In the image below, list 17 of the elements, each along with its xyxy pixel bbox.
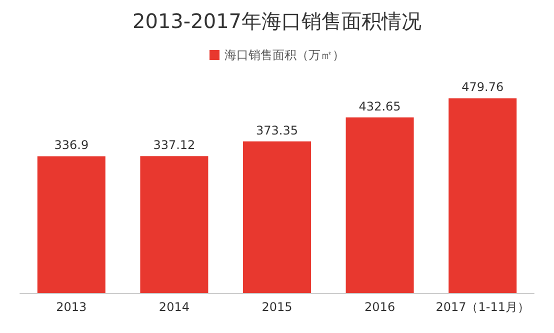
x-tick-label: 2016 [364, 300, 396, 314]
bar [448, 98, 517, 293]
x-tick-label: 2014 [158, 300, 190, 314]
bar [140, 156, 208, 293]
chart-title: 2013-2017年海口销售面积情况 [132, 9, 422, 33]
x-tick-label: 2017（1-11月） [436, 300, 530, 314]
bar [346, 117, 414, 293]
data-label: 479.76 [462, 80, 504, 94]
bar [243, 141, 311, 293]
bar [37, 156, 106, 293]
x-tick-label: 2015 [262, 300, 292, 314]
legend-label: 海口销售面积（万㎡） [224, 48, 344, 62]
data-label: 337.12 [153, 138, 196, 152]
data-label: 432.65 [358, 99, 401, 114]
data-label: 373.35 [256, 123, 298, 138]
data-label: 336.9 [54, 138, 89, 152]
x-tick-label: 2013 [56, 300, 87, 314]
